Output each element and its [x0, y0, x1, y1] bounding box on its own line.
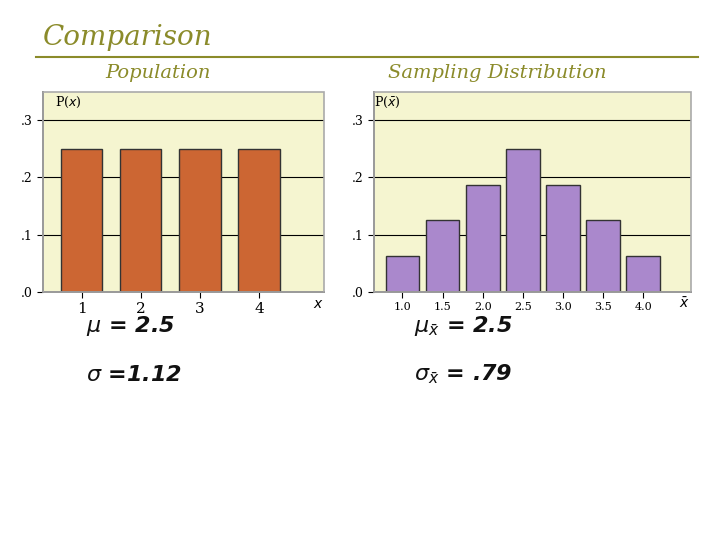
- Text: P($\bar{x}$): P($\bar{x}$): [374, 95, 401, 110]
- Text: $\bar{x}$: $\bar{x}$: [680, 296, 690, 310]
- Text: $\mu_{\bar{x}}$ = 2.5: $\mu_{\bar{x}}$ = 2.5: [414, 314, 513, 338]
- Bar: [506, 149, 539, 292]
- Bar: [426, 220, 459, 292]
- Bar: [120, 149, 161, 292]
- Text: $x$: $x$: [312, 296, 323, 310]
- Text: P($x$): P($x$): [55, 95, 81, 110]
- Bar: [61, 149, 102, 292]
- Bar: [586, 220, 620, 292]
- Bar: [179, 149, 220, 292]
- Text: $\mu$ = 2.5: $\mu$ = 2.5: [86, 314, 175, 338]
- Bar: [466, 185, 500, 292]
- Bar: [238, 149, 279, 292]
- Text: Population: Population: [106, 64, 211, 82]
- Bar: [626, 256, 660, 292]
- Text: Comparison: Comparison: [43, 24, 213, 51]
- Text: $\sigma$ =1.12: $\sigma$ =1.12: [86, 364, 183, 384]
- Bar: [386, 256, 419, 292]
- Text: $\sigma_{\bar{x}}$ = .79: $\sigma_{\bar{x}}$ = .79: [414, 363, 513, 386]
- Text: Sampling Distribution: Sampling Distribution: [387, 64, 606, 82]
- Bar: [546, 185, 580, 292]
